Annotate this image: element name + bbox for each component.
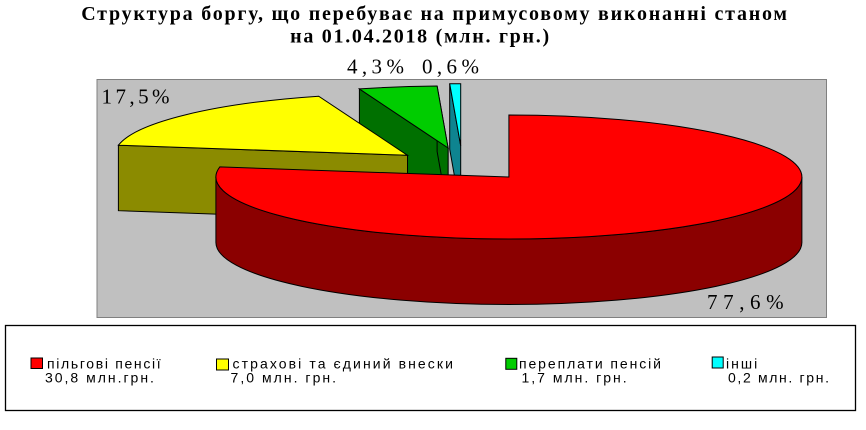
svg-text:інші: інші <box>726 356 759 372</box>
svg-text:пільгові пенсії: пільгові пенсії <box>47 356 162 372</box>
svg-text:7,0 млн. грн.: 7,0 млн. грн. <box>231 370 339 386</box>
svg-text:77,6%: 77,6% <box>707 290 789 314</box>
svg-text:переплати пенсій: переплати пенсій <box>519 356 663 372</box>
svg-text:на 01.04.2018 (млн. грн.): на 01.04.2018 (млн. грн.) <box>290 26 551 48</box>
svg-text:4,3%: 4,3% <box>347 55 408 79</box>
svg-text:1,7 млн. грн.: 1,7 млн. грн. <box>522 370 629 386</box>
svg-text:30,8 млн.грн.: 30,8 млн.грн. <box>45 370 156 386</box>
svg-text:17,5%: 17,5% <box>102 85 174 109</box>
svg-text:страхові та єдиний внески: страхові та єдиний внески <box>233 356 456 372</box>
svg-text:Структура боргу, що перебуває: Структура боргу, що перебуває на примусо… <box>81 3 789 25</box>
svg-text:0,2 млн. грн.: 0,2 млн. грн. <box>728 370 831 386</box>
svg-text:0,6%: 0,6% <box>422 55 483 79</box>
